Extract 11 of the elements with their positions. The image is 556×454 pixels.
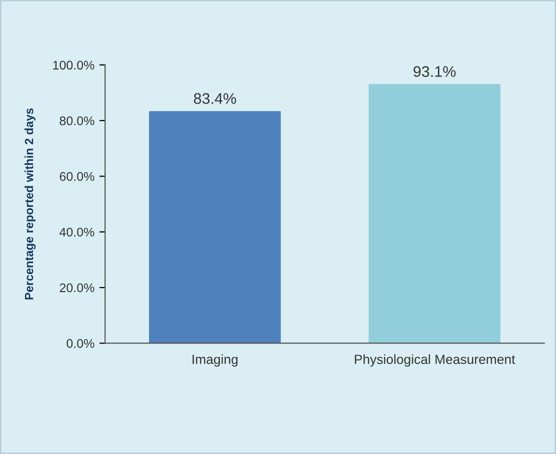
y-tick-label: 20.0% <box>60 283 94 292</box>
y-tick-label: 100.0% <box>53 60 94 70</box>
x-tick-label: Physiological Measurement <box>354 354 516 367</box>
x-tick-label: Imaging <box>192 354 238 367</box>
y-tick-label: 80.0% <box>60 116 94 126</box>
y-tick-label: 40.0% <box>60 228 94 237</box>
y-tick-label: 60.0% <box>60 172 94 181</box>
data-label: 83.4% <box>194 93 236 104</box>
data-label: 93.1% <box>414 66 456 77</box>
y-tick-label: 0.0% <box>66 339 94 348</box>
y-axis-title: Percentage reported within 2 days <box>24 108 36 300</box>
